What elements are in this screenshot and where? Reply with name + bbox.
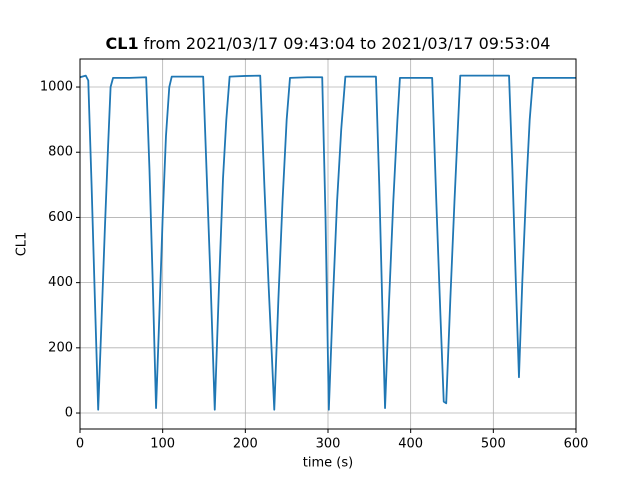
x-tick-label: 0 <box>76 437 84 452</box>
title-bold: CL1 <box>106 34 139 53</box>
x-tick-label: 100 <box>150 437 175 452</box>
y-tick-label: 400 <box>48 275 73 290</box>
x-axis-label: time (s) <box>303 456 353 471</box>
x-tick-label: 200 <box>233 437 258 452</box>
y-axis-label: CL1 <box>15 232 30 257</box>
y-tick-label: 1000 <box>40 80 73 95</box>
x-tick-label: 300 <box>316 437 341 452</box>
y-tick-label: 600 <box>48 210 73 225</box>
x-tick-label: 400 <box>398 437 423 452</box>
plot-area <box>79 74 576 411</box>
y-tick-label: 200 <box>48 340 73 355</box>
ticks: 0 100 200 300 400 500 600 0 200 400 600 800 1000 <box>40 80 589 452</box>
x-tick-label: 600 <box>564 437 589 452</box>
data-line <box>79 74 576 411</box>
y-tick-label: 800 <box>48 145 73 160</box>
title-text: from 2021/03/17 09:43:04 to 2021/03/17 0… <box>144 34 551 53</box>
y-tick-label: 0 <box>65 406 73 421</box>
chart-title: CL1 from 2021/03/17 09:43:04 to 2021/03/1… <box>106 34 551 53</box>
x-tick-label: 500 <box>481 437 506 452</box>
